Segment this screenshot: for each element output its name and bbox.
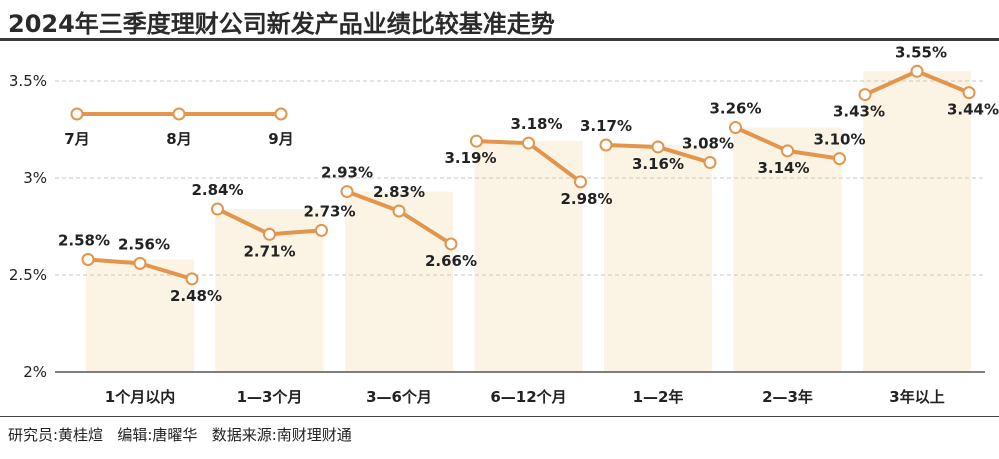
- data-label: 3.10%: [813, 131, 865, 149]
- data-point: [133, 256, 147, 270]
- data-label: 3.26%: [709, 100, 761, 118]
- data-point: [651, 140, 665, 154]
- category-label: 3—6个月: [366, 388, 432, 406]
- legend-label: 8月: [166, 130, 191, 148]
- data-label: 2.98%: [560, 190, 612, 208]
- category-label: 1—2年: [633, 388, 684, 406]
- title-divider: [0, 38, 999, 41]
- data-point: [444, 237, 458, 251]
- data-label: 2.84%: [191, 181, 243, 199]
- data-label: 2.58%: [58, 231, 110, 249]
- chart-title: 2024年三季度理财公司新发产品业绩比较基准走势: [8, 10, 555, 38]
- data-point: [703, 155, 717, 169]
- y-tick-label: 3.5%: [9, 72, 47, 90]
- category-label: 6—12个月: [490, 388, 566, 406]
- group-band: [604, 145, 712, 372]
- data-point: [470, 134, 483, 148]
- data-point: [729, 121, 742, 135]
- data-label: 2.66%: [425, 252, 477, 270]
- grid-layer: [55, 80, 985, 373]
- group-band: [863, 71, 971, 373]
- data-label: 2.83%: [373, 183, 425, 201]
- data-point: [340, 185, 354, 199]
- data-point: [781, 144, 794, 158]
- data-point: [315, 223, 328, 237]
- data-label: 3.43%: [833, 103, 885, 121]
- legend: 7月 8月 9月: [64, 107, 294, 148]
- data-label: 2.73%: [303, 202, 355, 220]
- credits-line: 研究员:黄桂煊 编辑:唐曜华 数据来源:南财理财通: [8, 426, 352, 444]
- category-label: 2—3年: [762, 388, 813, 406]
- data-point: [263, 227, 276, 241]
- data-point: [392, 204, 406, 218]
- data-point: [574, 175, 587, 189]
- category-label: 1—3个月: [237, 388, 303, 406]
- x-axis: 1个月以内 1—3个月 3—6个月 6—12个月 1—2年 2—3年 3年以上: [105, 388, 945, 406]
- legend-marker: [274, 107, 288, 121]
- data-label: 2.71%: [243, 242, 295, 260]
- category-label: 1个月以内: [105, 388, 175, 406]
- data-point: [858, 88, 872, 102]
- legend-label: 9月: [268, 130, 293, 148]
- data-label: 2.93%: [321, 164, 373, 182]
- data-label: 3.16%: [632, 155, 684, 173]
- group-band: [733, 127, 842, 372]
- legend-label: 7月: [64, 130, 89, 148]
- series-layer: 2.58% 2.56% 2.48% 2.84% 2.71% 2.73% 2.93%2.83%…: [58, 43, 999, 305]
- band-layer: [86, 71, 971, 373]
- group-band: [345, 191, 453, 372]
- data-point: [910, 64, 924, 78]
- data-label: 3.44%: [947, 101, 999, 119]
- data-point: [185, 272, 199, 286]
- footer-divider: [0, 416, 999, 417]
- category-label: 3年以上: [889, 388, 944, 406]
- legend-marker: [70, 107, 84, 121]
- y-tick-label: 3%: [23, 169, 47, 187]
- data-point: [211, 202, 224, 216]
- y-tick-label: 2%: [23, 363, 47, 381]
- data-label: 2.48%: [170, 287, 222, 305]
- data-point: [81, 252, 95, 266]
- group-band: [474, 141, 583, 372]
- data-label: 3.18%: [510, 115, 562, 133]
- y-axis: 2% 2.5% 3% 3.5%: [9, 72, 47, 381]
- data-point: [522, 136, 535, 150]
- data-point: [599, 138, 613, 152]
- group-band: [86, 259, 194, 372]
- data-label: 3.14%: [757, 159, 809, 177]
- data-point: [962, 86, 976, 100]
- legend-marker: [172, 107, 186, 121]
- line-chart: 2% 2.5% 3% 3.5% 7月 8月 9月 2.58% 2.56% 2.48% 2.84%…: [9, 43, 999, 406]
- data-label: 3.17%: [580, 117, 632, 135]
- data-point: [833, 152, 846, 166]
- data-label: 3.19%: [444, 149, 496, 167]
- data-label: 3.55%: [895, 43, 947, 61]
- data-label: 3.08%: [682, 134, 734, 152]
- data-label: 2.56%: [118, 235, 170, 253]
- y-tick-label: 2.5%: [9, 266, 47, 284]
